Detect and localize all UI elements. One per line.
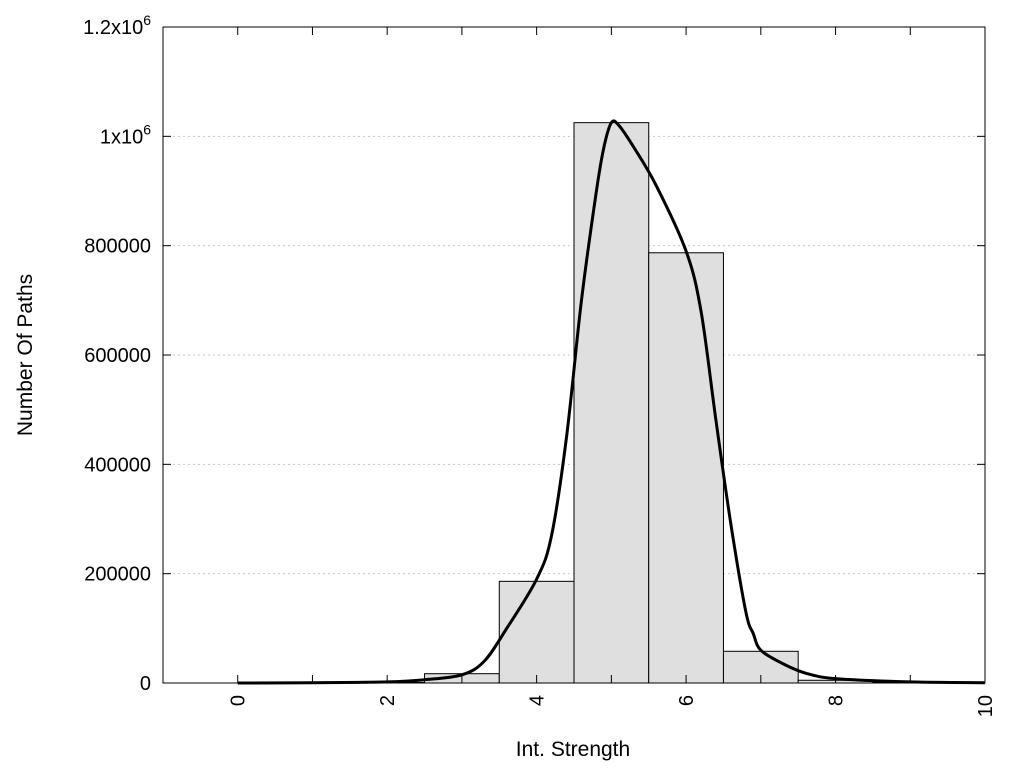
y-tick-label: 600000 bbox=[84, 345, 151, 367]
fit-curve-layer bbox=[237, 119, 986, 685]
x-tick-label: 4 bbox=[527, 695, 549, 706]
y-tick-label: 1x106 bbox=[100, 121, 151, 148]
y-tick-label: 1.2x106 bbox=[83, 12, 151, 39]
x-axis-ticks: 0 2 4 6 8 10 bbox=[228, 27, 997, 717]
x-axis-label: Int. Strength bbox=[516, 738, 630, 761]
x-tick-label: 6 bbox=[676, 695, 698, 706]
y-tick-label: 0 bbox=[140, 673, 151, 695]
y-tick-label: 200000 bbox=[84, 564, 151, 586]
y-tick-label: 400000 bbox=[84, 454, 151, 476]
x-tick-label: 0 bbox=[228, 695, 250, 706]
histogram-bar-5 bbox=[573, 122, 650, 684]
y-axis-label: Number Of Paths bbox=[14, 274, 37, 436]
x-tick-label: 8 bbox=[826, 695, 848, 706]
fit-curve-line bbox=[237, 119, 986, 685]
histogram-bars bbox=[349, 122, 949, 684]
x-tick-label: 10 bbox=[975, 695, 997, 717]
histogram-bar-6 bbox=[648, 252, 724, 684]
x-tick-label: 2 bbox=[377, 695, 399, 706]
histogram-bar-4 bbox=[498, 580, 575, 684]
y-tick-label: 800000 bbox=[84, 236, 151, 258]
y-axis-ticks: 0 200000 400000 600000 800000 1x106 1.2x106 bbox=[83, 12, 985, 695]
